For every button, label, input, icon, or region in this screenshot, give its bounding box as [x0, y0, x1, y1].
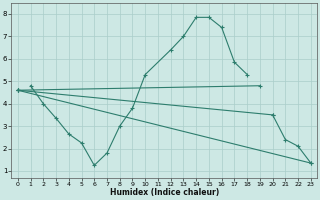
- X-axis label: Humidex (Indice chaleur): Humidex (Indice chaleur): [110, 188, 219, 197]
